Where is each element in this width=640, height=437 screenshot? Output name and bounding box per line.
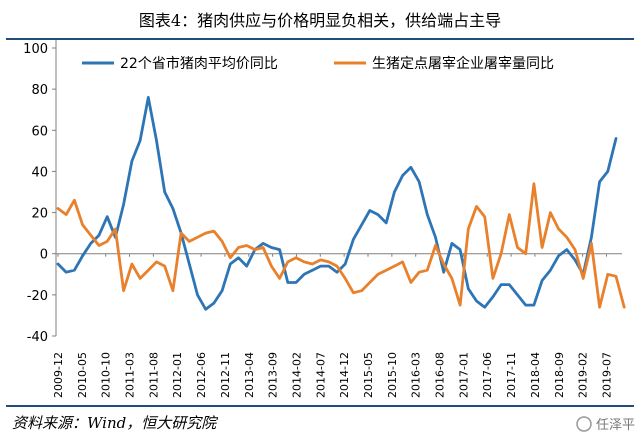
x-tick-label: 2014-07 [314, 352, 327, 398]
x-tick-label: 2017-01 [457, 352, 470, 398]
y-tick-label: 0 [40, 248, 48, 263]
watermark: 任泽平 [576, 416, 635, 433]
x-tick-label: 2019-07 [600, 352, 613, 398]
x-tick-label: 2017-11 [505, 352, 518, 398]
x-tick-label: 2014-02 [290, 352, 303, 398]
source-note: 资料来源：Wind，恒大研究院 [12, 414, 218, 432]
series-line-1 [56, 96, 618, 311]
chart-title: 图表4：猪肉供应与价格明显负相关，供给端占主导 [139, 11, 501, 30]
x-tick-label: 2012-01 [171, 352, 184, 398]
x-tick-label: 2018-09 [553, 352, 566, 398]
x-tick-label: 2015-10 [386, 352, 399, 398]
x-tick-label: 2013-09 [267, 352, 280, 398]
watermark-text: 任泽平 [596, 418, 635, 433]
legend-label-2: 生猪定点屠宰企业屠宰量同比 [372, 55, 554, 72]
x-tick-label: 2015-05 [362, 352, 375, 398]
y-tick-label: 60 [31, 124, 48, 139]
y-tick-label: 20 [31, 207, 48, 222]
weibo-icon [576, 416, 592, 432]
x-tick-label: 2016-03 [410, 352, 423, 398]
axes: 100 80 60 40 20 0 -20 -40 2009-12 2010-05 2010-10 2… [23, 40, 622, 398]
x-tick-label: 2014-12 [338, 352, 351, 398]
x-tick-label: 2011-03 [124, 352, 137, 398]
x-tick-label: 2019-02 [577, 352, 590, 398]
y-tick-label: 80 [31, 83, 48, 98]
x-tick-label: 2012-11 [219, 352, 232, 398]
x-tick-label: 2016-08 [434, 352, 447, 398]
x-tick-label: 2012-06 [195, 352, 208, 398]
x-tick-label: 2018-04 [529, 352, 542, 398]
y-tick-label: 40 [31, 165, 48, 180]
y-tick-label: -20 [27, 289, 48, 304]
legend: 22个省市猪肉平均价同比 生猪定点屠宰企业屠宰量同比 [82, 55, 554, 72]
x-tick-label: 2017-06 [481, 352, 494, 398]
y-tick-label: 100 [23, 42, 48, 57]
series-line-2 [56, 182, 626, 309]
x-tick-label: 2010-05 [76, 352, 89, 398]
legend-label-1: 22个省市猪肉平均价同比 [120, 55, 278, 72]
x-tick-label: 2013-04 [243, 352, 256, 398]
x-tick-label: 2009-12 [52, 352, 65, 398]
series-group [56, 96, 626, 311]
x-tick-label: 2010-10 [100, 352, 113, 398]
x-tick-label: 2011-08 [147, 352, 160, 398]
y-tick-label: -40 [27, 330, 48, 345]
